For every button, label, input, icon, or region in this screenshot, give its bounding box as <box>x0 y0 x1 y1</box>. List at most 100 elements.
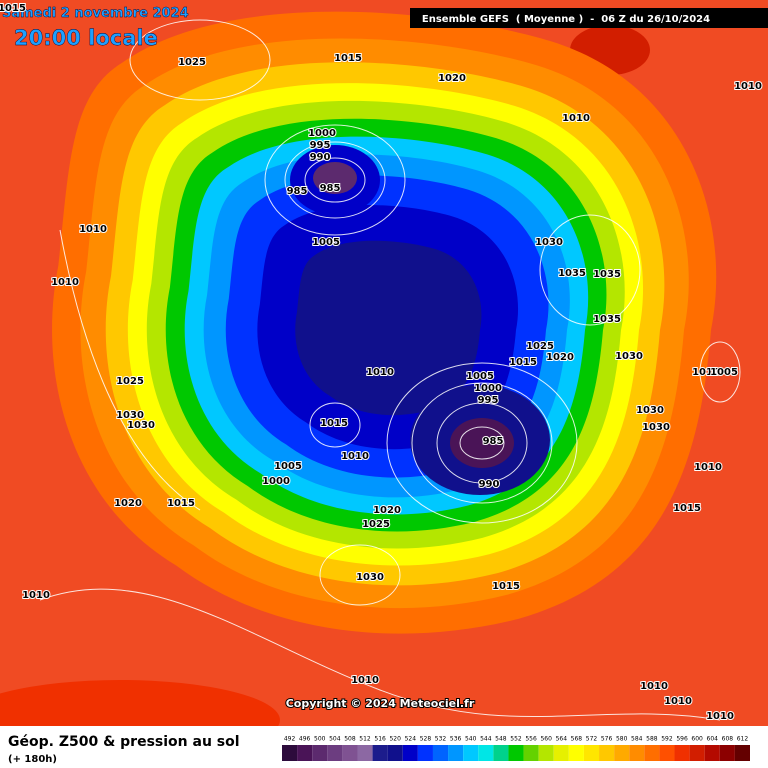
colorbar-cell <box>372 745 388 761</box>
isobar-label: 1020 <box>438 73 466 84</box>
isobar-label: 1000 <box>262 476 290 487</box>
isobar-label: 1010 <box>664 696 692 707</box>
isobar-label: 1010 <box>341 451 369 462</box>
isobar-label: 1010 <box>734 81 762 92</box>
isobar-label: 1010 <box>366 367 394 378</box>
colorbar-cell <box>448 745 464 761</box>
colorbar-cell <box>342 745 358 761</box>
colorbar-label: 536 <box>450 736 462 743</box>
colorbar-cell <box>674 745 690 761</box>
colorbar-label: 572 <box>586 736 598 743</box>
isobar-label: 985 <box>287 186 308 197</box>
colorbar-label: 524 <box>405 736 417 743</box>
colorbar-cell <box>553 745 569 761</box>
colorbar-cell <box>327 745 343 761</box>
colorbar-cell <box>478 745 494 761</box>
isobar-label: 995 <box>478 395 499 406</box>
isobar-label: 1020 <box>373 505 401 516</box>
colorbar-cell <box>493 745 509 761</box>
isobar-label: 1015 <box>167 498 195 509</box>
colorbar-label: 612 <box>737 736 749 743</box>
isobar-label: 1015 <box>334 53 362 64</box>
colorbar-cell <box>402 745 418 761</box>
isobar-label: 1000 <box>308 128 336 139</box>
colorbar-label: 604 <box>707 736 719 743</box>
isobar-label: 1005 <box>466 371 494 382</box>
isobar-label: 1025 <box>526 341 554 352</box>
colorbar-label: 608 <box>722 736 734 743</box>
isobar-label: 1010 <box>351 675 379 686</box>
isobar-label: 1010 <box>562 113 590 124</box>
isobar-label: 1035 <box>558 268 586 279</box>
colorbar-label: 568 <box>571 736 583 743</box>
isobar-label: 1005 <box>312 237 340 248</box>
isobar-label: 995 <box>310 140 331 151</box>
isobar-label: 1025 <box>116 376 144 387</box>
colorbar-label: 532 <box>435 736 447 743</box>
colorbar-cell <box>523 745 539 761</box>
colorbar-cell <box>538 745 554 761</box>
colorbar-label: 600 <box>691 736 703 743</box>
colorbar-label: 596 <box>676 736 688 743</box>
isobar-label: 1030 <box>642 422 670 433</box>
low-center <box>313 162 357 194</box>
isobar-label: 1015 <box>492 581 520 592</box>
colorbar-label: 592 <box>661 736 673 743</box>
isobar-label: 985 <box>320 183 341 194</box>
colorbar-cell <box>568 745 584 761</box>
isobar-label: 1015 <box>673 503 701 514</box>
colorbar-cell <box>644 745 660 761</box>
isobar-label: 1000 <box>474 383 502 394</box>
isobar-label: 1020 <box>546 352 574 363</box>
low-center <box>450 418 514 468</box>
colorbar-cell <box>508 745 524 761</box>
colorbar-label: 588 <box>646 736 658 743</box>
forecast-range: (+ 180h) <box>8 754 57 765</box>
colorbar-cell <box>734 745 750 761</box>
isobar-label: 1010 <box>706 711 734 722</box>
isobar-label: 1010 <box>692 367 720 378</box>
isobar-label: 1030 <box>116 410 144 421</box>
isobar-label: 1030 <box>535 237 563 248</box>
model-run: Ensemble GEFS ( Moyenne ) - 06 Z du 26/1… <box>422 14 710 25</box>
colorbar-label: 580 <box>616 736 628 743</box>
colorbar-label: 540 <box>465 736 477 743</box>
colorbar-cell <box>719 745 735 761</box>
colorbar-cell <box>599 745 615 761</box>
colorbar-cell <box>387 745 403 761</box>
colorbar-label: 508 <box>344 736 356 743</box>
isobar-label: 1015 <box>0 3 26 14</box>
colorbar-cell <box>357 745 373 761</box>
colorbar-cell <box>583 745 600 761</box>
isobar-label: 1020 <box>114 498 142 509</box>
colorbar-label: 544 <box>480 736 492 743</box>
colorbar-cell <box>629 745 645 761</box>
colorbar-label: 552 <box>510 736 522 743</box>
colorbar-label: 496 <box>299 736 311 743</box>
isobar-label: 985 <box>483 436 504 447</box>
isobar-label: 1030 <box>127 420 155 431</box>
colorbar-cell <box>312 745 328 761</box>
colorbar-label: 528 <box>420 736 432 743</box>
colorbar-label: 492 <box>284 736 296 743</box>
isobar-label: 1005 <box>274 461 302 472</box>
isobar-label: 1035 <box>593 314 621 325</box>
isobar-label: 1015 <box>320 418 348 429</box>
isobar-label: 1030 <box>615 351 643 362</box>
colorbar-label: 500 <box>314 736 326 743</box>
isobar-label: 1010 <box>51 277 79 288</box>
colorbar-label: 584 <box>631 736 643 743</box>
isobar-label: 990 <box>479 479 500 490</box>
colorbar-cell <box>689 745 705 761</box>
colorbar-label: 576 <box>601 736 613 743</box>
copyright: Copyright © 2024 Meteociel.fr <box>286 697 475 710</box>
colorbar-cell <box>282 745 298 761</box>
model-box <box>410 8 768 28</box>
colorbar-label: 516 <box>374 736 386 743</box>
colorbar-label: 564 <box>556 736 568 743</box>
colorbar-label: 548 <box>495 736 507 743</box>
colorbar-label: 520 <box>389 736 401 743</box>
isobar-label: 1010 <box>640 681 668 692</box>
isobar-label: 1035 <box>593 269 621 280</box>
